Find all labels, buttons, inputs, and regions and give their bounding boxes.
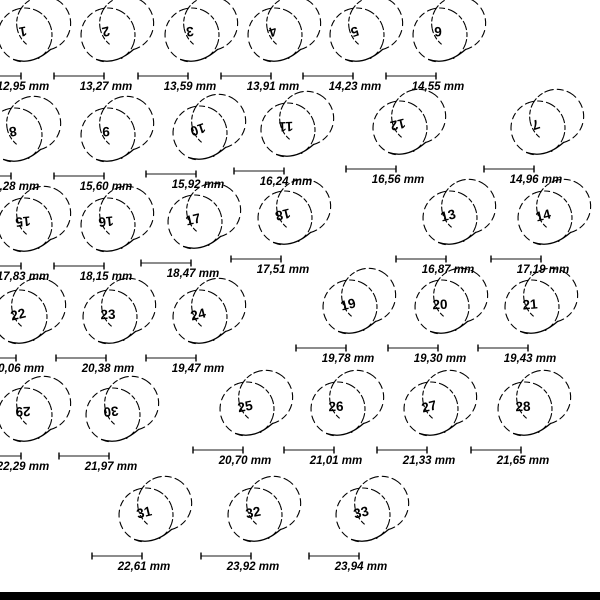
svg-text:12,95 mm: 12,95 mm (0, 81, 49, 93)
svg-text:15: 15 (14, 213, 31, 230)
svg-text:16: 16 (97, 213, 114, 230)
svg-text:16,87 mm: 16,87 mm (422, 264, 474, 276)
svg-text:20: 20 (432, 297, 448, 313)
svg-text:14,55 mm: 14,55 mm (412, 81, 464, 93)
svg-text:20,06 mm: 20,06 mm (0, 363, 44, 375)
svg-text:20,38 mm: 20,38 mm (81, 363, 134, 375)
svg-text:21,65 mm: 21,65 mm (496, 455, 549, 467)
svg-text:26: 26 (328, 399, 344, 415)
svg-text:19,47 mm: 19,47 mm (172, 363, 224, 375)
svg-text:21,01 mm: 21,01 mm (309, 455, 362, 467)
svg-text:17,83 mm: 17,83 mm (0, 271, 49, 283)
svg-text:32: 32 (244, 504, 262, 522)
svg-text:21,33 mm: 21,33 mm (402, 455, 455, 467)
svg-text:19,78 mm: 19,78 mm (322, 353, 374, 365)
svg-text:28: 28 (515, 399, 531, 415)
svg-text:19,30 mm: 19,30 mm (414, 353, 466, 365)
svg-text:23,92 mm: 23,92 mm (226, 561, 279, 573)
svg-text:15,28 mm: 15,28 mm (0, 181, 39, 193)
svg-text:23,94 mm: 23,94 mm (334, 561, 387, 573)
svg-text:14,23 mm: 14,23 mm (329, 81, 381, 93)
svg-text:18,15 mm: 18,15 mm (80, 271, 132, 283)
svg-text:29: 29 (15, 404, 31, 420)
svg-text:14,96 mm: 14,96 mm (510, 174, 562, 186)
svg-text:13,59 mm: 13,59 mm (164, 81, 216, 93)
svg-text:13,27 mm: 13,27 mm (80, 81, 132, 93)
svg-text:22,29 mm: 22,29 mm (0, 461, 49, 473)
svg-text:19,43 mm: 19,43 mm (504, 353, 556, 365)
svg-text:22,61 mm: 22,61 mm (117, 561, 170, 573)
svg-text:21,97 mm: 21,97 mm (84, 461, 137, 473)
svg-text:11: 11 (278, 119, 293, 135)
svg-text:21: 21 (522, 296, 539, 312)
svg-text:16,56 mm: 16,56 mm (372, 174, 424, 186)
svg-text:6: 6 (433, 24, 442, 39)
svg-text:15,60 mm: 15,60 mm (80, 181, 132, 193)
svg-text:20,70 mm: 20,70 mm (218, 455, 271, 467)
svg-text:23: 23 (100, 307, 116, 323)
svg-text:13,91 mm: 13,91 mm (247, 81, 299, 93)
svg-text:15,92 mm: 15,92 mm (172, 179, 224, 191)
svg-text:9: 9 (102, 124, 110, 139)
svg-text:18,47 mm: 18,47 mm (167, 268, 219, 280)
svg-text:30: 30 (103, 403, 120, 419)
svg-text:17,51 mm: 17,51 mm (257, 264, 309, 276)
